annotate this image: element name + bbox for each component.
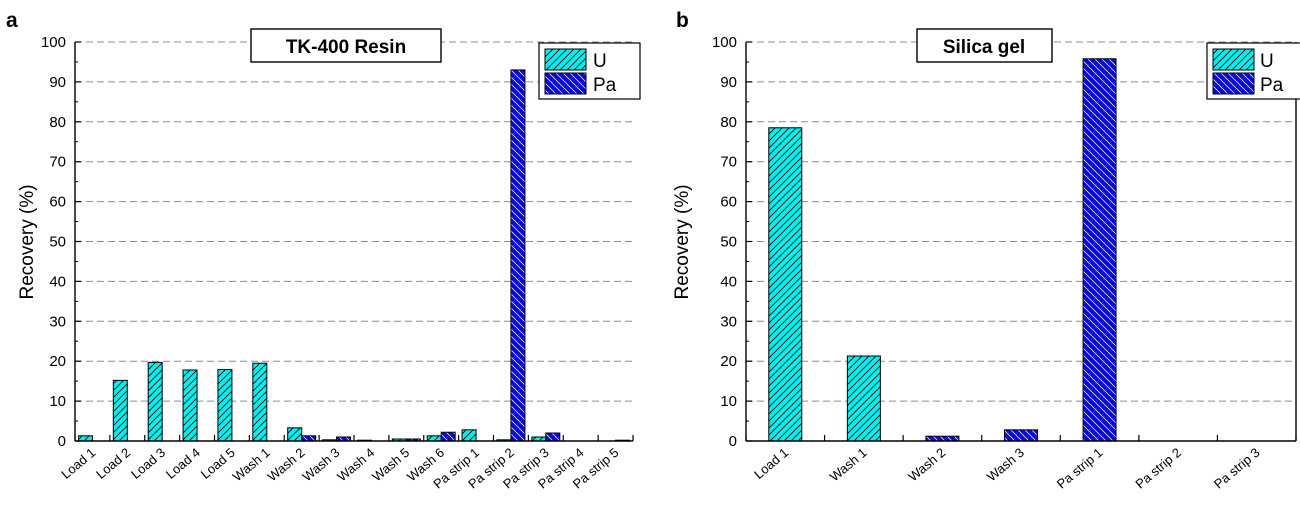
chart-title-a: TK-400 Resin [286, 37, 406, 58]
x-tick-label: Wash 3 [984, 445, 1027, 485]
bar-u-wash-2 [287, 427, 303, 442]
x-tick-label: Load 4 [163, 445, 203, 482]
bar-u-pa-strip-1 [461, 429, 477, 442]
y-tick-label: 30 [49, 313, 66, 330]
bar-u-wash-1 [846, 355, 881, 442]
bar-u-load-3 [147, 361, 163, 442]
x-tick-label: Wash 1 [827, 445, 870, 485]
x-tick-label: Load 2 [93, 445, 133, 482]
y-tick-label: 80 [720, 114, 737, 131]
bar-u-load-2 [112, 379, 128, 442]
legend-label-pa-a: Pa [593, 75, 617, 96]
y-tick-label: 10 [49, 393, 66, 410]
legend-label-u-b: U [1260, 51, 1274, 72]
y-tick-label: 0 [729, 433, 737, 450]
panel-label-b: b [676, 9, 689, 32]
bar-pa-wash-2 [925, 435, 960, 442]
legend-swatch-u-a [544, 48, 587, 71]
y-tick-label: 100 [41, 34, 66, 51]
legend-swatch-pa-a [544, 72, 587, 95]
bar-pa-pa-strip-3 [545, 432, 561, 442]
legend-label-u-a: U [593, 51, 607, 72]
x-tick-label: Load 1 [751, 445, 791, 482]
y-tick-label: 40 [49, 273, 66, 290]
chart-panel-b: b 0 10 20 30 40 50 60 70 80 90 100 Load 1 Wash 1 Was… [672, 9, 1300, 492]
bar-u-load-4 [182, 369, 198, 442]
y-tick-label: 90 [720, 74, 737, 91]
legend-swatch-u-b [1212, 48, 1255, 71]
y-tick-label: 80 [49, 114, 66, 131]
x-tick-label: Wash 2 [905, 445, 948, 485]
x-tick-label: Wash 1 [230, 445, 273, 485]
x-tick-label: Load 1 [58, 445, 98, 482]
y-tick-label: 70 [49, 154, 66, 171]
y-tick-label: 70 [720, 154, 737, 171]
bar-u-wash-6 [426, 435, 442, 442]
legend-b: U Pa [1206, 42, 1300, 100]
x-tick-label: Wash 3 [299, 445, 342, 485]
y-tick-label: 20 [720, 353, 737, 370]
panel-label-a: a [6, 9, 18, 32]
bar-pa-pa-strip-1 [1082, 58, 1117, 442]
x-tick-label: Pa strip 2 [1132, 445, 1184, 492]
y-axis-label-a: Recovery (%) [17, 184, 38, 299]
bar-u-wash-1 [252, 362, 268, 442]
x-tick-label: Load 3 [128, 445, 168, 482]
y-tick-label: 20 [49, 353, 66, 370]
x-tick-label: Wash 4 [334, 445, 377, 485]
bar-u-load-1 [768, 127, 803, 442]
y-tick-label: 0 [58, 433, 66, 450]
bar-u-load-5 [217, 369, 233, 442]
bar-pa-wash-6 [440, 431, 456, 442]
y-tick-label: 40 [720, 273, 737, 290]
y-tick-label: 50 [720, 234, 737, 251]
y-tick-label: 60 [720, 194, 737, 211]
x-tick-label: Wash 2 [265, 445, 308, 485]
y-axis-label-b: Recovery (%) [672, 184, 693, 299]
chart-title-b: Silica gel [943, 37, 1025, 58]
y-tick-label: 50 [49, 234, 66, 251]
bar-u-load-1 [77, 435, 93, 442]
bar-pa-wash-3 [1004, 429, 1038, 442]
x-tick-label: Pa strip 3 [1211, 445, 1263, 492]
y-tick-label: 30 [720, 313, 737, 330]
y-tick-label: 60 [49, 194, 66, 211]
x-tick-label: Pa strip 1 [1054, 445, 1106, 492]
bar-pa-wash-2 [301, 435, 317, 442]
y-tick-label: 10 [720, 393, 737, 410]
y-tick-label: 90 [49, 74, 66, 91]
title-box-a: TK-400 Resin [250, 28, 442, 63]
legend-a: U Pa [538, 42, 641, 100]
legend-swatch-pa-b [1212, 72, 1255, 95]
bar-pa-pa-strip-2 [510, 69, 526, 442]
y-tick-label: 100 [712, 34, 737, 51]
legend-label-pa-b: Pa [1260, 75, 1284, 96]
title-box-b: Silica gel [916, 28, 1053, 63]
x-tick-label: Wash 5 [369, 445, 412, 485]
